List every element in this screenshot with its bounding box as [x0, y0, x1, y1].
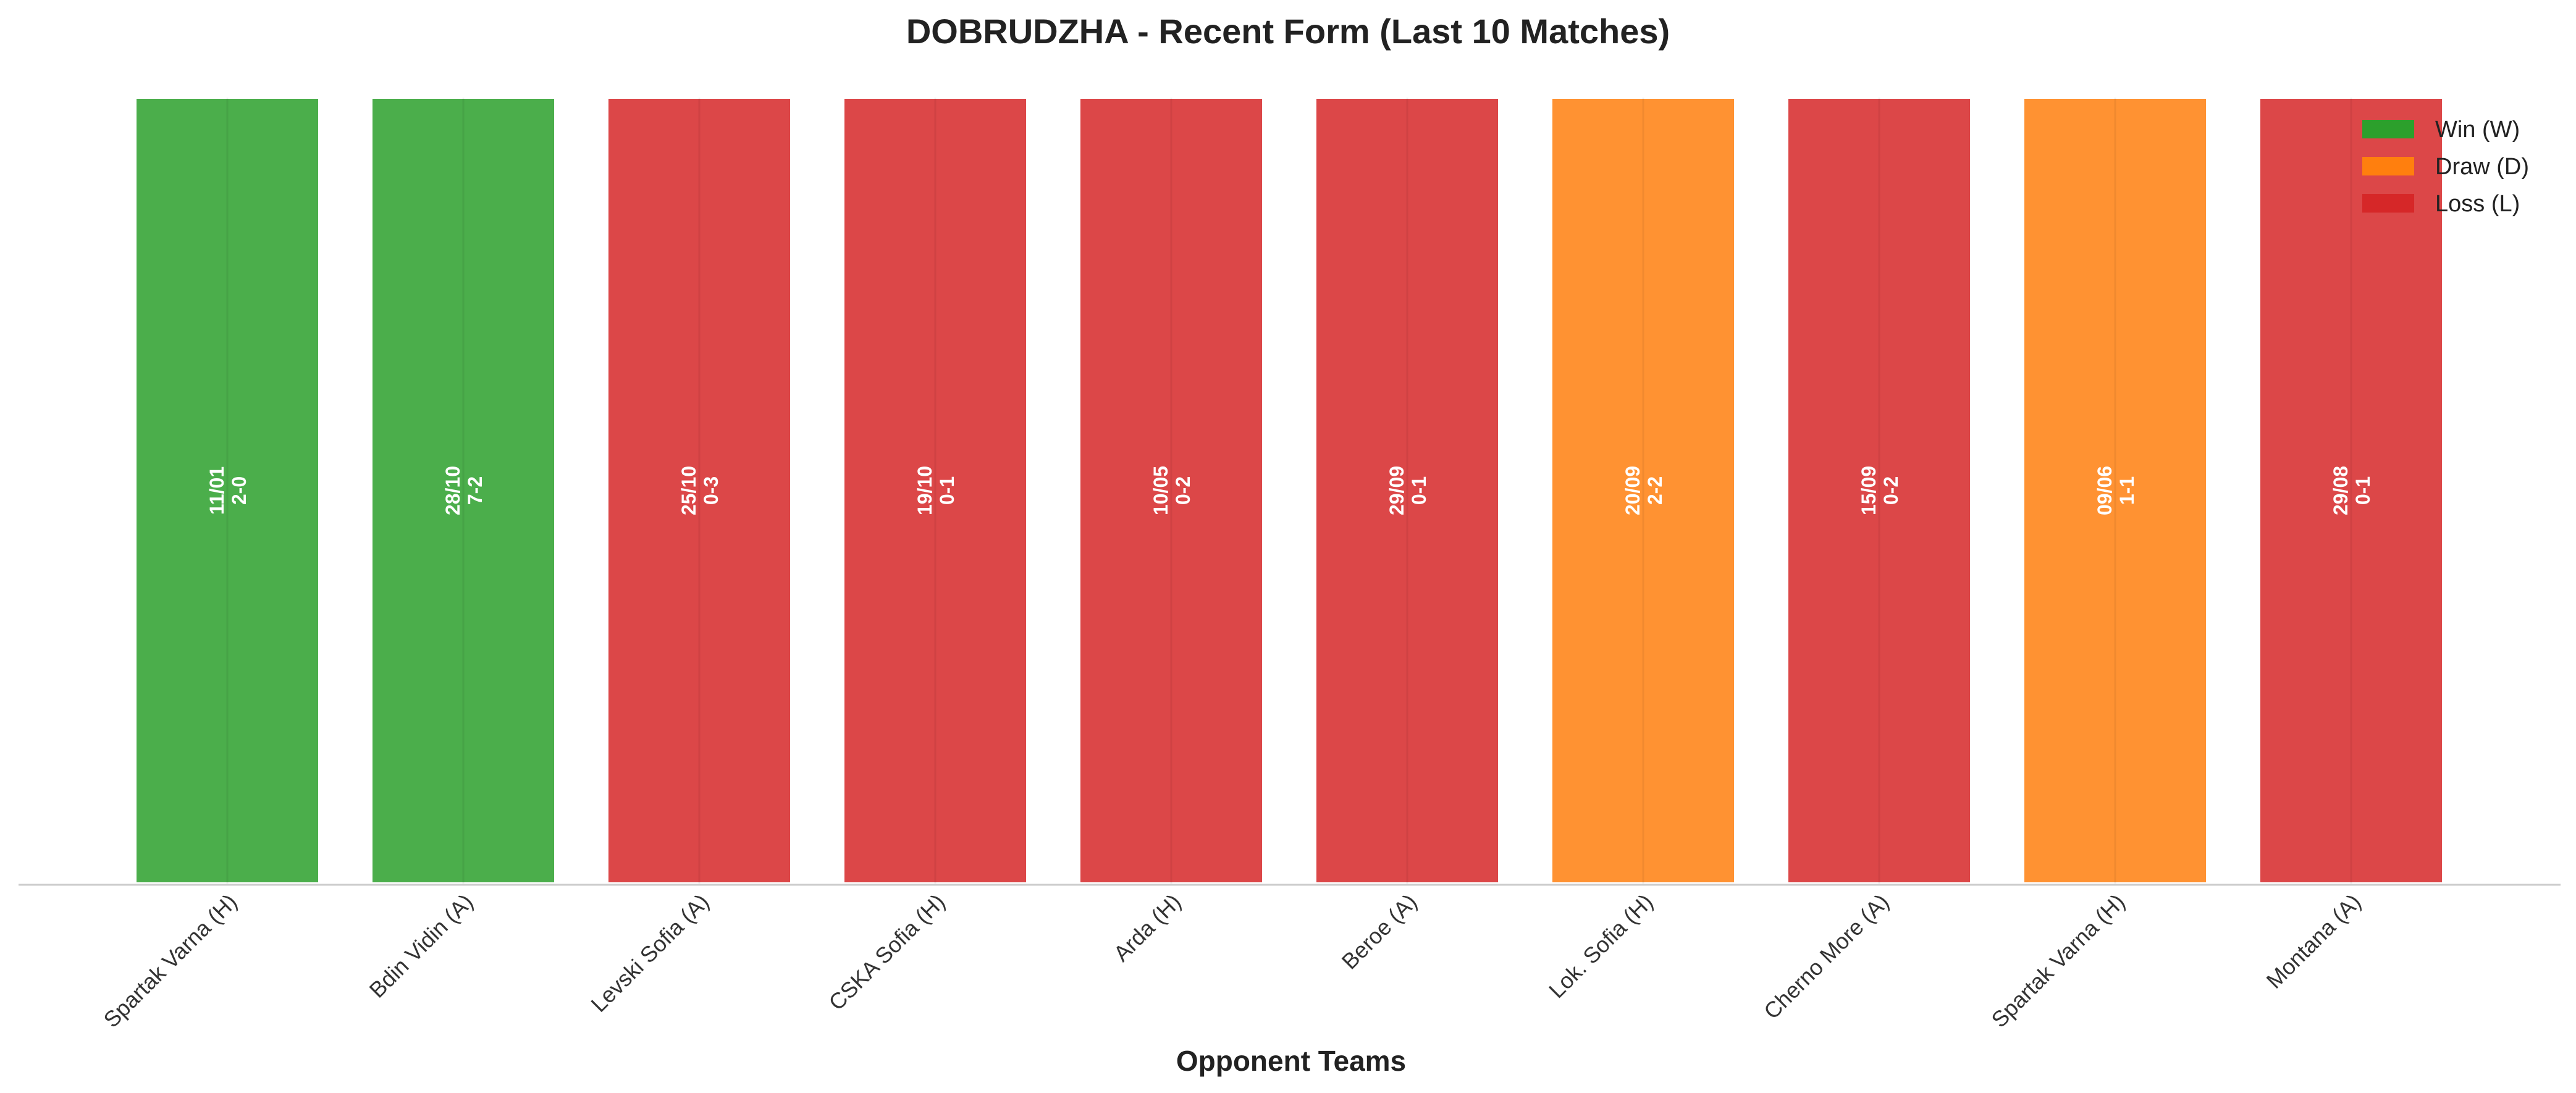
bar-3 — [606, 96, 793, 885]
bar-9 — [2022, 96, 2208, 885]
bar-5 — [1078, 96, 1265, 885]
bar-date-2: 28/10 — [442, 466, 464, 515]
bar-label-3: 25/100-3 — [678, 466, 722, 515]
x-tick-label-10: Montana (A) — [2262, 889, 2366, 994]
bar-labels-group: 11/012-0 28/107-2 25/100-3 19/100-1 10/050-2… — [206, 466, 2374, 515]
bar-score-8: 0-2 — [1880, 476, 1902, 505]
x-tick-label-6: Beroe (A) — [1337, 889, 1422, 974]
legend-label-w: Win (W) — [2435, 117, 2520, 143]
bar-score-4: 0-1 — [936, 476, 958, 505]
legend-swatch-d — [2362, 157, 2414, 175]
x-tick-label-3: Levski Sofia (A) — [586, 889, 713, 1017]
x-tick-label-4: CSKA Sofia (H) — [823, 889, 949, 1015]
bar-score-6: 0-1 — [1408, 476, 1430, 505]
x-tick-label-9: Spartak Varna (H) — [1986, 889, 2129, 1032]
bar-6 — [1314, 96, 1501, 885]
x-tick-label-2: Bdin Vidin (A) — [364, 889, 478, 1003]
x-tick-label-5: Arda (H) — [1108, 889, 1185, 966]
bar-label-2: 28/107-2 — [442, 466, 486, 515]
bar-label-4: 19/100-1 — [914, 466, 958, 515]
bar-8 — [1786, 96, 1972, 885]
bar-label-1: 11/012-0 — [206, 466, 250, 515]
bar-score-5: 0-2 — [1172, 476, 1194, 505]
legend-label-d: Draw (D) — [2435, 154, 2529, 180]
chart-title: DOBRUDZHA - Recent Form (Last 10 Matches… — [906, 12, 1670, 51]
bar-label-8: 15/090-2 — [1858, 466, 1902, 515]
bar-date-3: 25/10 — [678, 466, 700, 515]
bar-date-10: 29/08 — [2330, 466, 2352, 515]
legend-swatch-w — [2362, 120, 2414, 138]
bar-score-2: 7-2 — [464, 476, 486, 505]
bar-label-5: 10/050-2 — [1150, 466, 1194, 515]
x-tick-label-7: Lok. Sofia (H) — [1544, 889, 1658, 1003]
legend-swatch-l — [2362, 194, 2414, 213]
bar-label-6: 29/090-1 — [1386, 466, 1430, 515]
bar-label-9: 09/061-1 — [2094, 466, 2138, 515]
bar-label-7: 20/092-2 — [1622, 466, 1666, 515]
x-tick-labels: Spartak Varna (H) Bdin Vidin (A) Levski So… — [98, 889, 2365, 1032]
bar-2 — [370, 96, 557, 885]
bar-date-7: 20/09 — [1622, 466, 1644, 515]
x-tick-label-8: Cherno More (A) — [1759, 889, 1894, 1024]
bar-4 — [842, 96, 1029, 885]
bar-date-8: 15/09 — [1858, 466, 1880, 515]
bar-score-1: 2-0 — [228, 476, 250, 505]
bars-group — [134, 96, 2444, 885]
bar-1 — [134, 96, 321, 885]
bar-7 — [1550, 96, 1736, 885]
bar-label-10: 29/080-1 — [2330, 466, 2374, 515]
x-tick-label-1: Spartak Varna (H) — [98, 889, 242, 1032]
bar-date-4: 19/10 — [914, 466, 936, 515]
bar-date-6: 29/09 — [1386, 466, 1408, 515]
bar-score-10: 0-1 — [2352, 476, 2374, 505]
bar-date-9: 09/06 — [2094, 466, 2116, 515]
bar-date-5: 10/05 — [1150, 466, 1172, 515]
bar-score-9: 1-1 — [2116, 476, 2138, 505]
bar-10 — [2258, 96, 2444, 885]
bar-score-7: 2-2 — [1644, 476, 1666, 505]
bar-score-3: 0-3 — [700, 476, 722, 505]
x-axis-label: Opponent Teams — [1176, 1045, 1406, 1077]
legend: Win (W) Draw (D) Loss (L) — [2362, 117, 2529, 217]
legend-label-l: Loss (L) — [2435, 191, 2520, 217]
bar-date-1: 11/01 — [206, 466, 228, 515]
